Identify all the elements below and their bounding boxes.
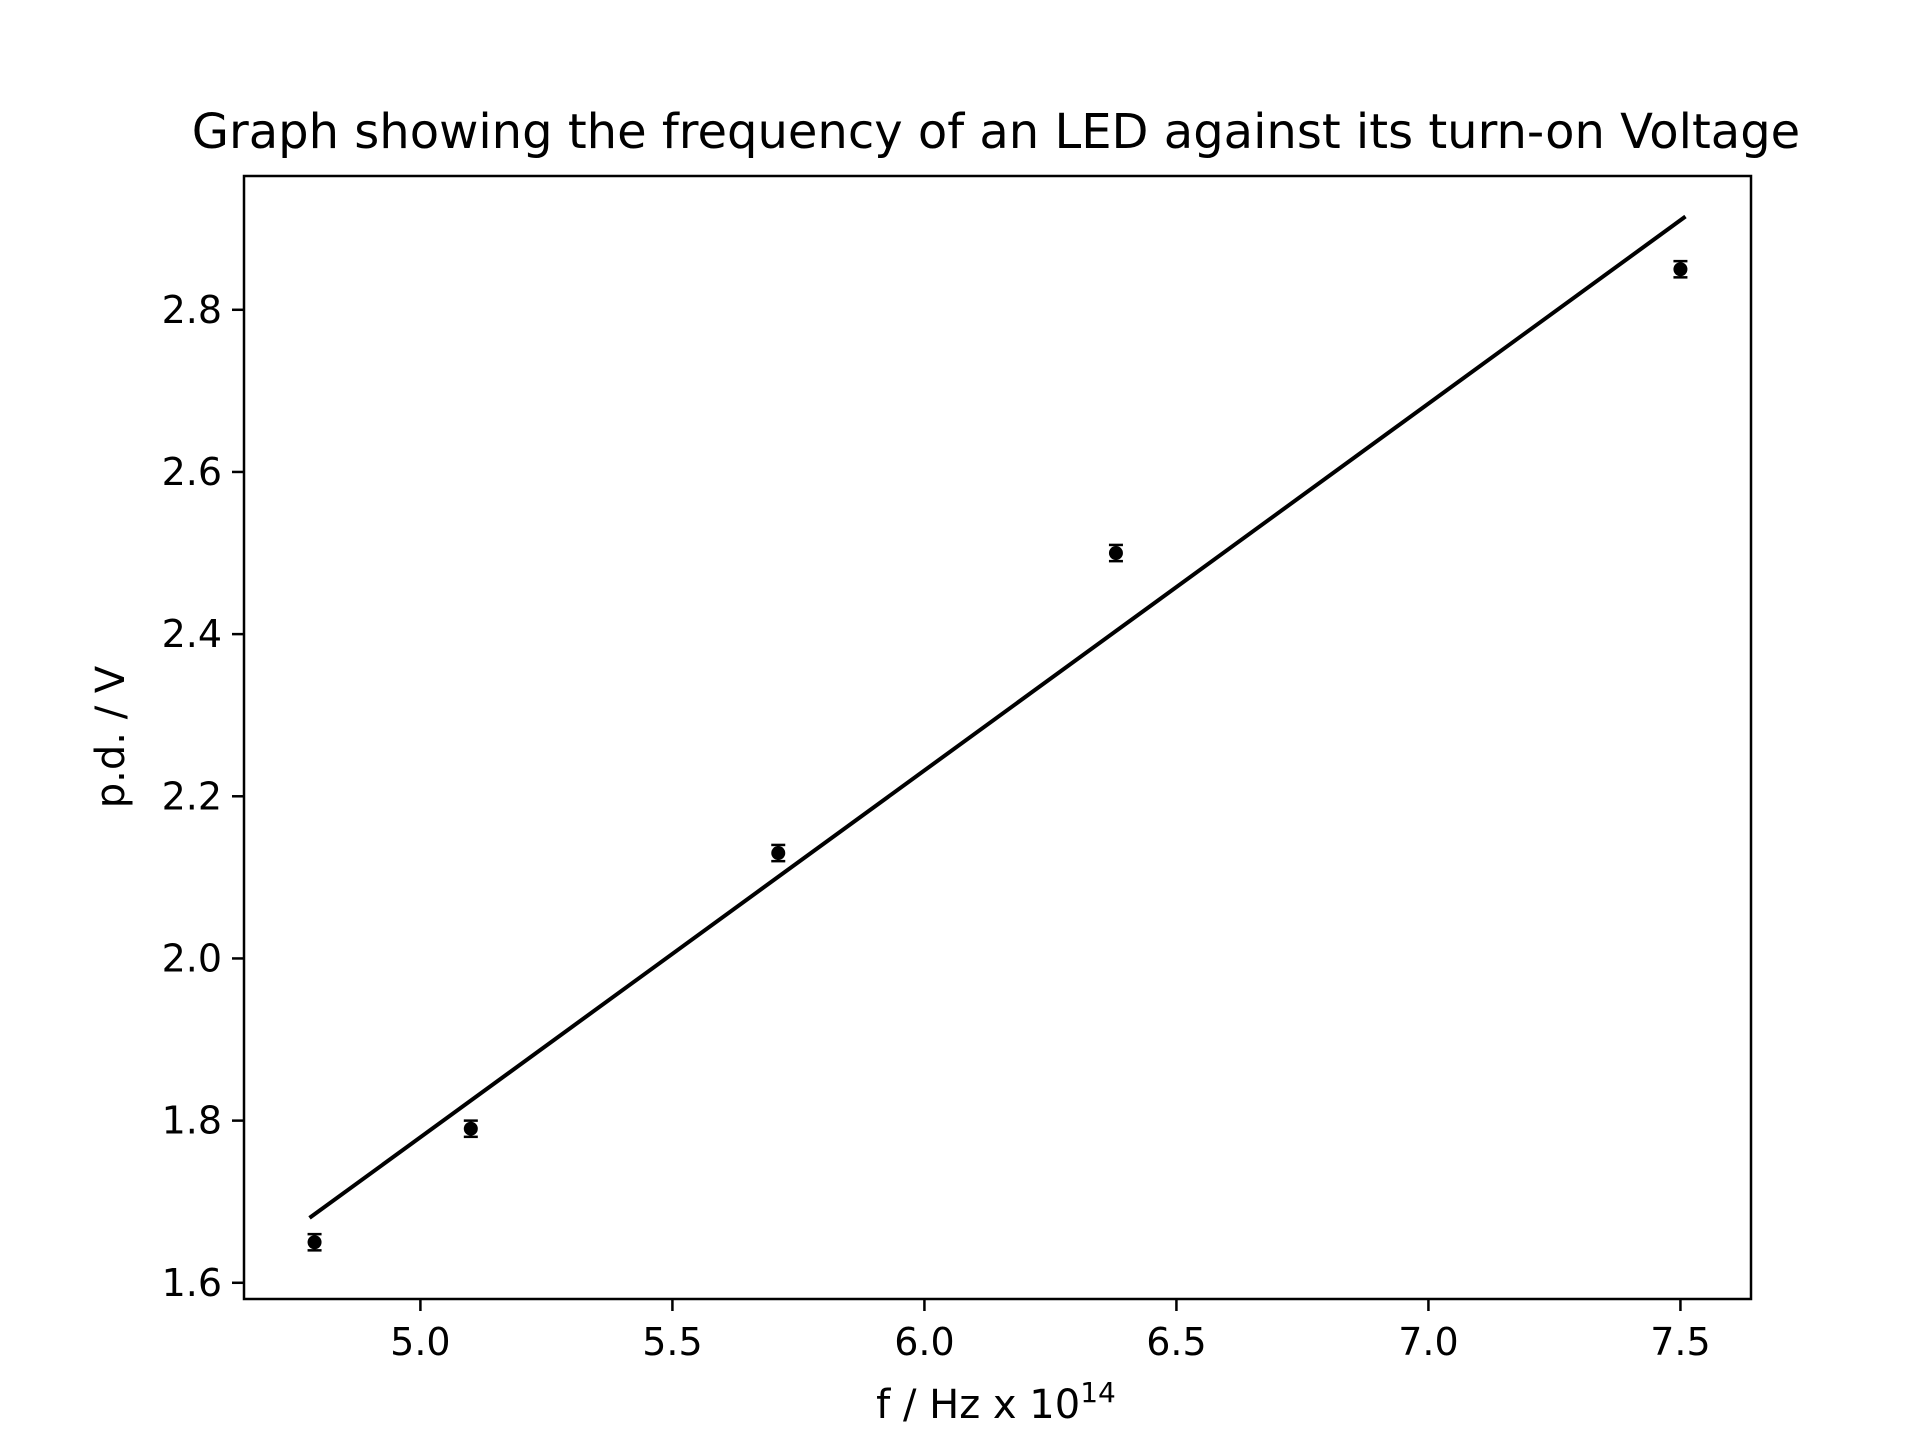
y-tick-label: 2.0 [162, 936, 222, 980]
x-tick-label: 7.5 [1650, 1320, 1710, 1364]
y-tick-label: 2.8 [162, 288, 222, 332]
x-tick-label: 5.0 [390, 1320, 450, 1364]
x-axis-ticks: 5.0 5.5 6.0 6.5 7.0 7.5 [390, 1299, 1711, 1364]
y-tick-label: 1.6 [162, 1261, 222, 1305]
chart-title: Graph showing the frequency of an LED ag… [192, 104, 1800, 160]
y-tick-label: 2.6 [162, 450, 222, 494]
y-tick-label: 2.2 [162, 774, 222, 818]
x-tick-label: 5.5 [642, 1320, 702, 1364]
y-tick-label: 1.8 [162, 1099, 222, 1143]
y-axis-ticks: 1.6 1.8 2.0 2.2 2.4 2.6 2.8 [162, 288, 244, 1305]
x-tick-label: 6.5 [1146, 1320, 1206, 1364]
x-axis-label-text: f / Hz x 10 [876, 1382, 1080, 1428]
data-point [1673, 262, 1688, 277]
data-point [463, 1121, 478, 1136]
data-point [1108, 546, 1123, 561]
data-point [307, 1235, 322, 1250]
x-axis-label-exponent: 14 [1080, 1376, 1116, 1409]
x-axis-label: f / Hz x 1014 [876, 1376, 1116, 1428]
y-axis-label: p.d. / V [88, 665, 134, 808]
plot-content [307, 214, 1688, 1252]
x-tick-label: 6.0 [894, 1320, 954, 1364]
best-fit-line [308, 214, 1687, 1220]
data-point [771, 846, 786, 861]
y-tick-label: 2.4 [162, 612, 222, 656]
plot-frame [242, 174, 1753, 1301]
x-tick-label: 7.0 [1398, 1320, 1458, 1364]
